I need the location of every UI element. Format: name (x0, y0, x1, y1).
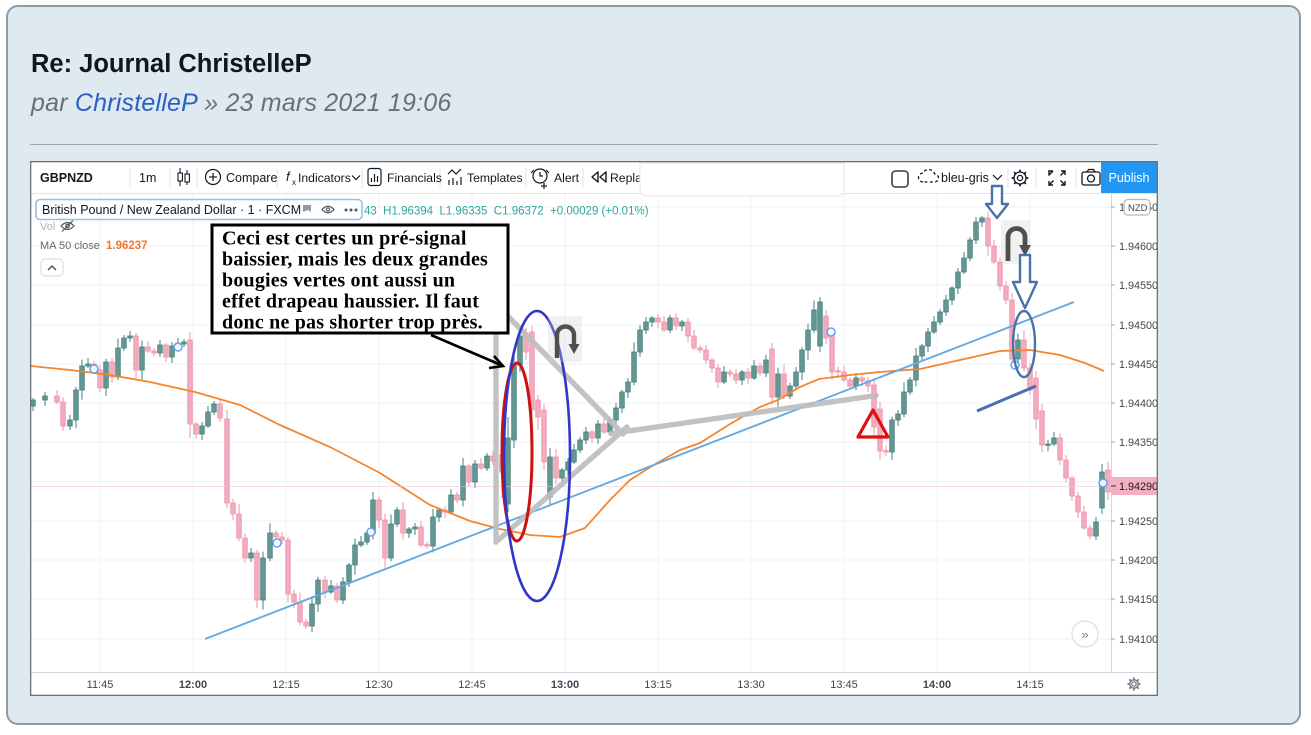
svg-text:43 H1.96394 L1.96335 C1.963: 43 H1.96394 L1.96335 C1.96372 +0.00029 (… (364, 206, 649, 218)
svg-text:baissier, mais les deux grande: baissier, mais les deux grandes (222, 249, 488, 271)
svg-text:1.94250: 1.94250 (1119, 516, 1158, 528)
svg-text:1.94150: 1.94150 (1119, 594, 1158, 606)
svg-text:12:00: 12:00 (179, 679, 207, 691)
svg-text:13:15: 13:15 (644, 679, 672, 691)
svg-text:Ceci est certes un pré-signal: Ceci est certes un pré-signal (222, 228, 467, 250)
svg-text:1.94600: 1.94600 (1119, 241, 1158, 253)
svg-text:1m: 1m (139, 171, 156, 185)
svg-text:1.94200: 1.94200 (1119, 555, 1158, 567)
svg-text:effet drapeau haussier. Il fau: effet drapeau haussier. Il faut (222, 291, 479, 313)
svg-text:1.94350: 1.94350 (1119, 437, 1158, 449)
svg-text:13:30: 13:30 (737, 679, 765, 691)
svg-text:NZD: NZD (1128, 203, 1148, 214)
svg-text:1.96237: 1.96237 (106, 240, 148, 252)
svg-text:12:30: 12:30 (365, 679, 393, 691)
svg-text:British Pound / New Zealand Do: British Pound / New Zealand Dollar · 1 ·… (42, 203, 301, 217)
svg-text:bleu-gris: bleu-gris (941, 171, 989, 185)
svg-text:Financials: Financials (387, 171, 442, 185)
svg-text:1.94290: 1.94290 (1119, 481, 1158, 493)
svg-text:1.94500: 1.94500 (1119, 320, 1158, 332)
svg-text:14:00: 14:00 (923, 679, 951, 691)
svg-text:11:45: 11:45 (87, 679, 114, 691)
svg-text:Publish: Publish (1109, 171, 1150, 185)
svg-text:1.94550: 1.94550 (1119, 280, 1158, 292)
svg-text:13:00: 13:00 (551, 679, 579, 691)
svg-text:13:45: 13:45 (830, 679, 858, 691)
svg-text:f: f (286, 169, 291, 184)
svg-text:bougies vertes ont aussi un: bougies vertes ont aussi un (222, 270, 455, 292)
svg-text:12:45: 12:45 (458, 679, 486, 691)
svg-text:GBPNZD: GBPNZD (40, 171, 93, 185)
svg-text:Vol: Vol (40, 221, 55, 233)
svg-text:1.94100: 1.94100 (1119, 634, 1158, 646)
svg-text:12:15: 12:15 (272, 679, 300, 691)
svg-text:MA 50 close: MA 50 close (40, 240, 100, 252)
svg-text:Indicators: Indicators (298, 171, 351, 185)
svg-text:x: x (292, 178, 296, 187)
svg-text:1.94400: 1.94400 (1119, 398, 1158, 410)
svg-text:1.94450: 1.94450 (1119, 359, 1158, 371)
svg-text:Repla: Repla (610, 171, 642, 185)
svg-text:Compare: Compare (226, 171, 277, 185)
svg-text:donc ne pas shorter trop près.: donc ne pas shorter trop près. (222, 312, 483, 334)
svg-text:Templates: Templates (467, 171, 523, 185)
svg-text:»: » (1081, 627, 1088, 642)
svg-text:Alert: Alert (554, 171, 580, 185)
svg-text:14:15: 14:15 (1016, 679, 1044, 691)
